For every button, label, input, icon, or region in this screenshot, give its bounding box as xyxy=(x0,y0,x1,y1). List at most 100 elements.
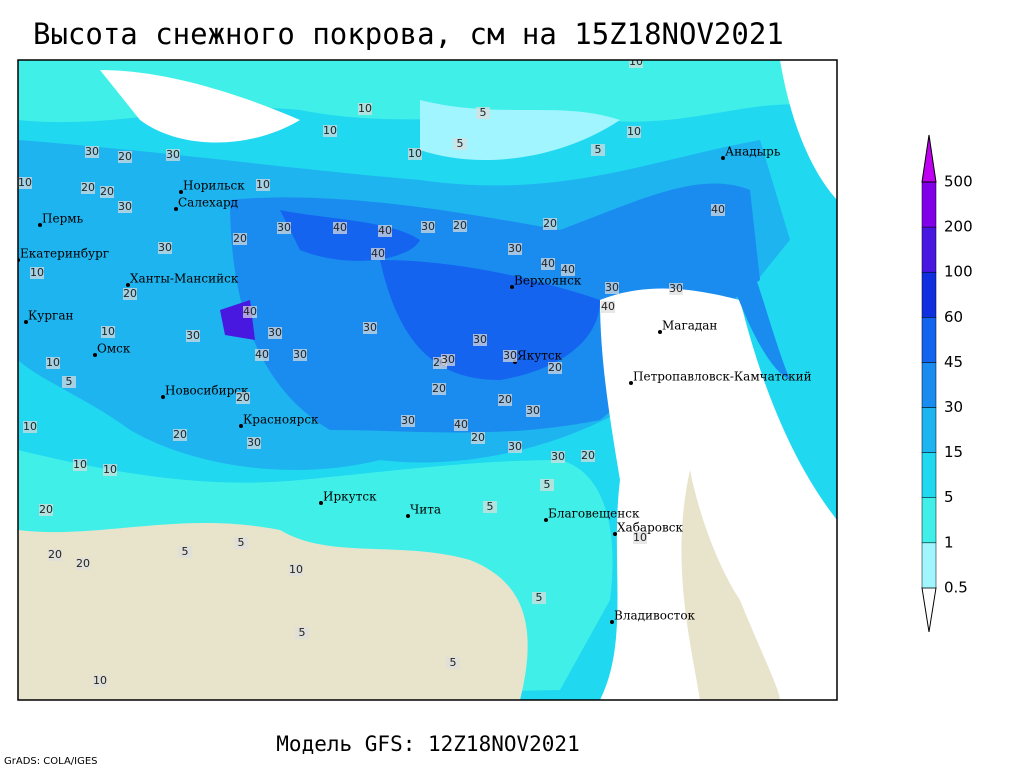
contour-label-bg xyxy=(532,592,546,604)
contour-label: 5 xyxy=(299,626,306,639)
contour-label: 30 xyxy=(268,326,282,339)
city-label: Ханты-Мансийск xyxy=(130,272,239,286)
contour-label-bg xyxy=(605,282,619,294)
contour-label: 30 xyxy=(508,242,522,255)
city-label: Чита xyxy=(410,503,441,517)
contour-label: 30 xyxy=(293,348,307,361)
contour-label: 30 xyxy=(503,349,517,362)
contour-label-bg xyxy=(46,357,60,369)
city-label: Екатеринбург xyxy=(20,247,109,261)
contour-label: 20 xyxy=(48,548,62,561)
contour-label: 5 xyxy=(182,545,189,558)
contour-label: 30 xyxy=(421,220,435,233)
colorbar-label: 30 xyxy=(944,398,963,416)
city-marker xyxy=(544,518,548,522)
contour-label-bg xyxy=(471,432,485,444)
city-marker xyxy=(174,207,178,211)
colorbar-top xyxy=(921,134,937,183)
city-label: Омск xyxy=(97,342,131,356)
contour-label: 5 xyxy=(457,137,464,150)
contour-label-bg xyxy=(48,549,62,561)
contour-label-bg xyxy=(101,326,115,338)
city-label: Норильск xyxy=(183,179,245,193)
city-label: Красноярск xyxy=(243,413,319,427)
colorbar-label: 60 xyxy=(944,308,963,326)
contour-label-bg xyxy=(30,267,44,279)
contour-label-bg xyxy=(255,349,269,361)
contour-label-bg xyxy=(454,419,468,431)
contour-label: 30 xyxy=(669,282,683,295)
contour-label-bg xyxy=(633,532,647,544)
contour-label: 40 xyxy=(561,263,575,276)
contour-label: 20 xyxy=(123,287,137,300)
contour-label-bg xyxy=(323,125,337,137)
contour-label-bg xyxy=(421,221,435,233)
contour-label-bg xyxy=(158,242,172,254)
contour-label-bg xyxy=(446,657,460,669)
contour-label: 40 xyxy=(255,348,269,361)
contour-label: 30 xyxy=(247,436,261,449)
contour-label-bg xyxy=(295,627,309,639)
city-label: Хабаровск xyxy=(617,521,683,535)
colorbar-segment xyxy=(921,181,937,228)
contour-label-bg xyxy=(441,354,455,366)
city-marker xyxy=(126,283,130,287)
contour-label: 20 xyxy=(39,503,53,516)
colorbar-label: 0.5 xyxy=(944,578,968,596)
colorbar-segment xyxy=(921,452,937,498)
contour-label: 5 xyxy=(238,536,245,549)
contour-label: 5 xyxy=(480,106,487,119)
contour-label-bg xyxy=(408,148,422,160)
city-marker xyxy=(510,285,514,289)
contour-label-bg xyxy=(629,60,643,68)
contour-label: 10 xyxy=(408,147,422,160)
contour-label-bg xyxy=(62,376,76,388)
contour-label: 5 xyxy=(536,591,543,604)
city-label: Иркутск xyxy=(323,490,377,504)
contour-label: 20 xyxy=(236,391,250,404)
contour-label: 30 xyxy=(473,333,487,346)
contour-label-bg xyxy=(541,258,555,270)
contour-label: 10 xyxy=(103,463,117,476)
contour-label-bg xyxy=(371,248,385,260)
contour-label-bg xyxy=(363,322,377,334)
contour-label: 10 xyxy=(30,266,44,279)
contour-label: 10 xyxy=(289,563,303,576)
contour-label: 40 xyxy=(378,224,392,237)
colorbar-label: 45 xyxy=(944,353,963,371)
contour-label: 30 xyxy=(158,241,172,254)
contour-label: 10 xyxy=(629,55,643,68)
colorbar-label: 200 xyxy=(944,218,973,236)
contour-label-bg xyxy=(508,243,522,255)
contour-label: 20 xyxy=(432,382,446,395)
contour-label-bg xyxy=(103,464,117,476)
contour-label-bg xyxy=(73,459,87,471)
colorbar-segment xyxy=(921,407,937,453)
city-marker xyxy=(161,395,165,399)
contour-label-bg xyxy=(711,204,725,216)
contour-label-bg xyxy=(627,126,641,138)
contour-label: 20 xyxy=(548,361,562,374)
contour-label: 30 xyxy=(508,440,522,453)
contour-label-bg xyxy=(233,233,247,245)
contour-label-bg xyxy=(243,306,257,318)
contour-label-bg xyxy=(548,362,562,374)
city-marker xyxy=(93,353,97,357)
contour-label: 30 xyxy=(166,148,180,161)
city-marker xyxy=(179,190,183,194)
contour-label-bg xyxy=(498,394,512,406)
contour-label-bg xyxy=(166,149,180,161)
city-marker xyxy=(658,330,662,334)
contour-label-bg xyxy=(118,151,132,163)
city-label: Магадан xyxy=(662,319,717,333)
contour-label: 20 xyxy=(81,181,95,194)
contour-label: 40 xyxy=(711,203,725,216)
contour-label: 40 xyxy=(371,247,385,260)
city-label: Петропавловск-Камчатский xyxy=(633,370,812,384)
contour-label-bg xyxy=(473,334,487,346)
colorbar-segment xyxy=(921,542,937,589)
contour-label-bg xyxy=(23,421,37,433)
contour-label-bg xyxy=(378,225,392,237)
